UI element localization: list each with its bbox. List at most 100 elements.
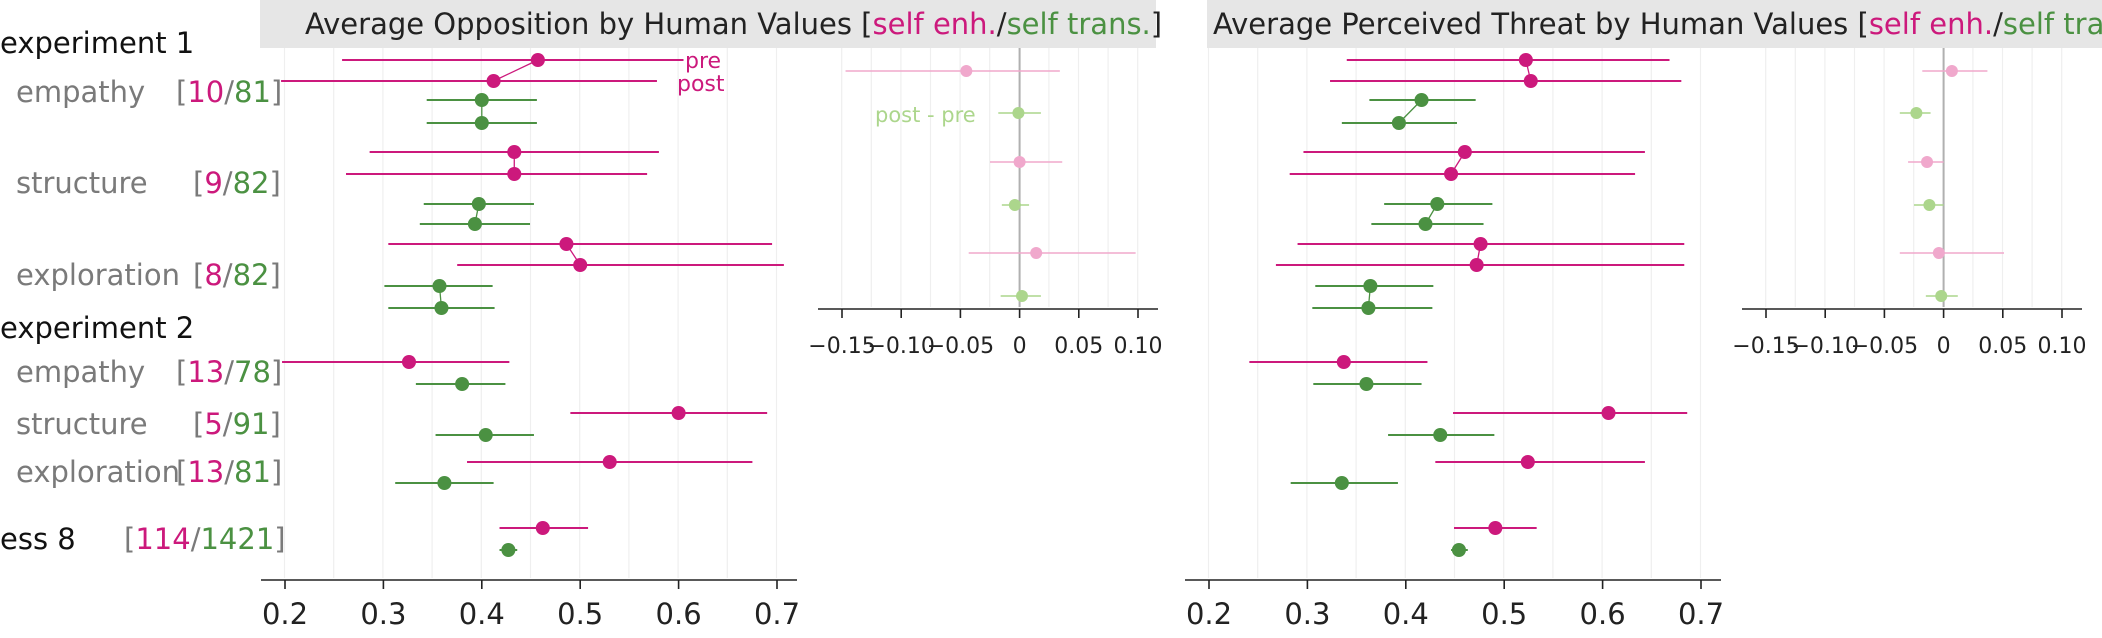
x-tick-label: −0.15 <box>1732 334 1799 359</box>
svg-text:[13/81]: [13/81] <box>176 455 282 489</box>
point-post <box>1469 258 1484 272</box>
marks-layer <box>281 53 2004 557</box>
point-pre <box>1414 93 1429 107</box>
point-pre <box>474 93 489 107</box>
point <box>1488 521 1503 535</box>
diff-point <box>960 65 973 77</box>
point-pre <box>559 237 574 251</box>
point <box>401 355 416 369</box>
point <box>1601 406 1616 420</box>
point-post <box>486 74 501 88</box>
svg-text:[13/78]: [13/78] <box>176 355 282 389</box>
annotation-post-minus-pre: post - pre <box>875 103 976 127</box>
x-tick-label: 0.5 <box>557 597 603 631</box>
point-pre <box>1473 237 1488 251</box>
axes-layer: 0.2 0.3 0.4 0.5 0.6 0.7−0.15−0.10−0.05 0 0.05 0.… <box>261 308 2087 631</box>
x-tick-label: −0.15 <box>808 334 875 359</box>
x-tick-label: −0.05 <box>927 334 994 359</box>
x-tick-label: 0.2 <box>1186 597 1232 631</box>
pre-post-connector <box>493 59 539 82</box>
point-pre <box>1430 197 1445 211</box>
point <box>501 543 516 557</box>
point-post <box>1391 116 1406 130</box>
row-label-e2-exploration: exploration [13/81] <box>16 455 282 489</box>
annotation-post: post <box>677 72 725 97</box>
x-tick-label: 0.5 <box>1481 597 1527 631</box>
x-tick-label: 0.3 <box>360 597 406 631</box>
x-tick-label: 0.10 <box>2038 334 2087 359</box>
point <box>1433 428 1448 442</box>
svg-text:[5/91]: [5/91] <box>193 407 281 441</box>
point <box>1334 476 1349 490</box>
diff-point <box>1932 247 1945 259</box>
x-tick-label: 0.3 <box>1284 597 1330 631</box>
row-label-e1-empathy: empathy [10/81] <box>16 75 282 109</box>
svg-text:[8/82]: [8/82] <box>193 258 281 292</box>
point-pre <box>432 279 447 293</box>
row-label-e1-structure: structure [9/82] <box>16 166 281 200</box>
point-post <box>573 258 588 272</box>
point <box>535 521 550 535</box>
x-tick-label: 0 <box>1937 334 1951 359</box>
chart-title-left: Average Opposition by Human Values [self… <box>305 7 1162 41</box>
svg-text:[10/81]: [10/81] <box>176 75 282 109</box>
x-tick-label: 0.05 <box>1978 334 2027 359</box>
x-tick-label: 0.4 <box>459 597 505 631</box>
point <box>671 406 686 420</box>
x-tick-label: −0.10 <box>1791 334 1858 359</box>
x-tick-label: 0.10 <box>1114 334 1163 359</box>
row-label-ess-8: ess 8 [114/1421] <box>0 522 286 556</box>
group-label-experiment-2: experiment 2 <box>0 311 194 345</box>
point-post <box>1523 74 1538 88</box>
point <box>1359 377 1374 391</box>
svg-text:empathy: empathy <box>16 75 145 109</box>
x-tick-label: 0.6 <box>1580 597 1626 631</box>
svg-text:structure: structure <box>16 166 148 200</box>
x-tick-label: 0 <box>1013 334 1027 359</box>
point-post <box>1361 301 1376 315</box>
point-post <box>1444 167 1459 181</box>
point <box>1520 455 1535 469</box>
svg-text:[9/82]: [9/82] <box>193 166 281 200</box>
row-label-e1-exploration: exploration [8/82] <box>16 258 281 292</box>
x-tick-label: 0.2 <box>262 597 308 631</box>
title-background-left <box>260 0 1156 48</box>
diff-point <box>1923 199 1936 211</box>
point <box>455 377 470 391</box>
x-tick-label: −0.05 <box>1851 334 1918 359</box>
diff-point <box>1910 107 1923 119</box>
svg-text:empathy: empathy <box>16 355 145 389</box>
x-tick-label: 0.7 <box>754 597 800 631</box>
title-background-right <box>1207 0 2102 48</box>
chart-title-right: Average Perceived Threat by Human Values… <box>1213 7 2102 41</box>
point <box>602 455 617 469</box>
point-post <box>507 167 522 181</box>
x-tick-label: 0.4 <box>1383 597 1429 631</box>
point <box>1451 543 1466 557</box>
point-pre <box>1457 145 1472 159</box>
point-pre <box>507 145 522 159</box>
point-pre <box>530 53 545 67</box>
diff-point <box>1012 107 1025 119</box>
row-label-e2-empathy: empathy [13/78] <box>16 355 282 389</box>
diff-point <box>1008 199 1021 211</box>
point <box>1336 355 1351 369</box>
point-pre <box>1518 53 1533 67</box>
point-pre <box>1363 279 1378 293</box>
x-tick-label: 0.7 <box>1678 597 1724 631</box>
row-label-e2-structure: structure [5/91] <box>16 407 281 441</box>
point <box>437 476 452 490</box>
point <box>478 428 493 442</box>
svg-text:ess 8: ess 8 <box>0 522 76 556</box>
diff-point <box>1945 65 1958 77</box>
point-post <box>434 301 449 315</box>
point-post <box>1418 217 1433 231</box>
x-tick-label: 0.05 <box>1054 334 1103 359</box>
x-tick-label: 0.6 <box>656 597 702 631</box>
diff-point <box>1013 156 1026 168</box>
grid-layer <box>283 48 2063 578</box>
point-post <box>474 116 489 130</box>
diff-point <box>1935 290 1948 302</box>
svg-text:structure: structure <box>16 407 148 441</box>
diff-point <box>1015 290 1028 302</box>
